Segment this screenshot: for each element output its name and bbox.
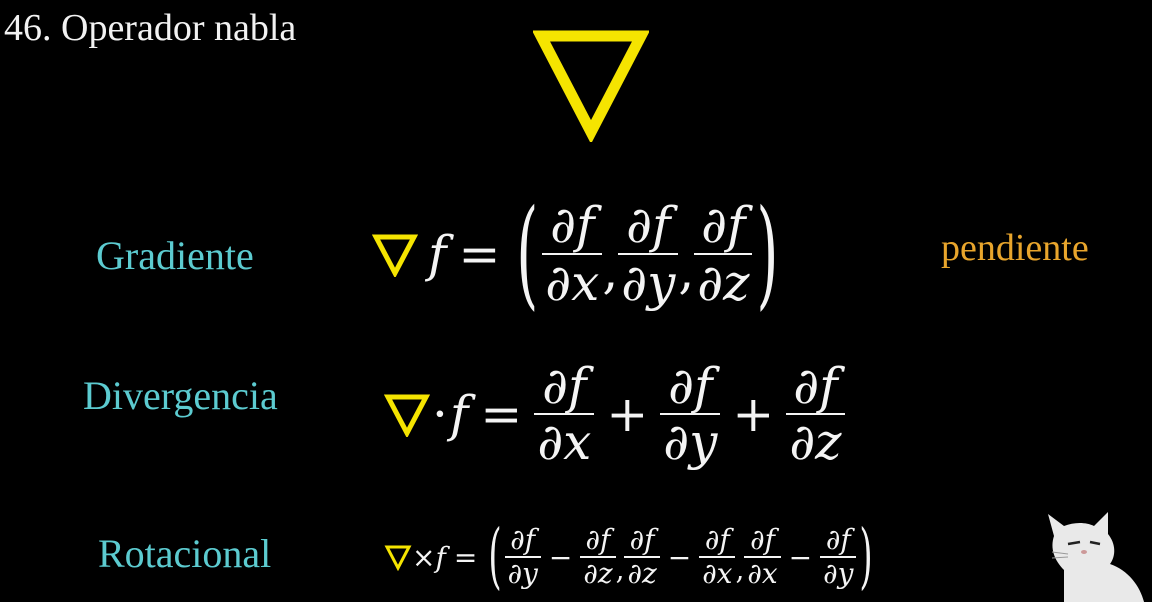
dot-operator: · [432, 385, 448, 443]
partial-fraction: ∂f ∂y [660, 357, 721, 471]
fraction-denominator: ∂x [537, 413, 592, 471]
divergence-equation: · f = ∂f ∂x + ∂f ∂y + ∂f ∂z [384, 355, 845, 473]
right-paren: ) [859, 515, 873, 599]
rotational-label: Rotacional [98, 531, 272, 576]
fraction-numerator: ∂f [750, 523, 775, 557]
cross-operator: × [412, 540, 436, 574]
function-f: f [428, 225, 447, 283]
nabla-icon [384, 394, 430, 437]
fraction-denominator: ∂y [663, 413, 718, 471]
fraction-numerator: ∂f [793, 357, 838, 415]
comma: , [602, 242, 619, 300]
nabla-icon [384, 545, 412, 571]
minus-sign: − [788, 540, 813, 574]
minus-sign: − [667, 540, 692, 574]
fraction-bar [624, 556, 660, 558]
fraction-bar [744, 556, 781, 558]
fraction-bar [820, 556, 857, 558]
function-f: f [449, 385, 469, 443]
fraction-denominator: ∂y [621, 254, 676, 312]
partial-fraction: ∂f ∂y [820, 523, 857, 590]
fraction-numerator: ∂f [629, 523, 655, 557]
cat-mascot-icon [1048, 512, 1144, 602]
plus-sign: + [606, 385, 649, 443]
fraction-bar [542, 253, 603, 255]
fraction-bar [580, 556, 616, 558]
equals-sign: = [458, 225, 501, 283]
fraction-denominator: ∂z [583, 556, 613, 590]
fraction-denominator: ∂x [702, 556, 733, 590]
comma: , [735, 553, 745, 586]
gradient-equation: f = ( ∂f ∂x , ∂f ∂y , ∂f ∂z ) [372, 186, 782, 322]
fraction-bar [618, 253, 679, 255]
fraction-denominator: ∂y [823, 556, 854, 590]
partial-fraction: ∂f ∂z [694, 196, 753, 312]
fraction-numerator: ∂f [701, 196, 746, 254]
partial-fraction: ∂f ∂x [744, 523, 781, 590]
fraction-denominator: ∂y [507, 556, 538, 590]
fraction-bar [699, 556, 736, 558]
fraction-numerator: ∂f [510, 523, 536, 557]
divergence-label: Divergencia [83, 373, 278, 418]
right-paren: ) [756, 185, 779, 323]
pendiente-note: pendiente [941, 227, 1089, 269]
fraction-numerator: ∂f [825, 523, 851, 557]
rotational-equation: × f = ( ∂f ∂y − ∂f ∂z , ∂f ∂z − ∂f ∂x , … [384, 515, 876, 599]
fraction-bar [504, 556, 541, 558]
fraction-numerator: ∂f [626, 196, 671, 254]
partial-fraction: ∂f ∂x [534, 357, 595, 471]
fraction-numerator: ∂f [668, 357, 713, 415]
fraction-numerator: ∂f [550, 196, 595, 254]
fraction-denominator: ∂z [627, 556, 657, 590]
partial-fraction: ∂f ∂z [786, 357, 845, 471]
fraction-bar [786, 413, 845, 415]
fraction-denominator: ∂z [789, 413, 842, 471]
fraction-denominator: ∂x [545, 254, 600, 312]
equals-sign: = [453, 540, 478, 574]
partial-fraction: ∂f ∂x [699, 523, 736, 590]
function-f: f [435, 540, 446, 574]
page-title: 46. Operador nabla [4, 7, 297, 49]
nabla-icon [533, 30, 649, 142]
partial-fraction: ∂f ∂y [504, 523, 541, 590]
fraction-denominator: ∂z [697, 254, 750, 312]
fraction-numerator: ∂f [585, 523, 611, 557]
nabla-icon [372, 234, 418, 277]
plus-sign: + [732, 385, 775, 443]
partial-fraction: ∂f ∂x [542, 196, 603, 312]
comma: , [615, 553, 625, 586]
minus-sign: − [548, 540, 573, 574]
partial-fraction: ∂f ∂z [624, 523, 660, 590]
fraction-bar [660, 413, 721, 415]
left-paren: ( [516, 185, 539, 323]
gradient-label: Gradiente [96, 233, 254, 278]
partial-fraction: ∂f ∂z [580, 523, 616, 590]
fraction-denominator: ∂x [747, 556, 778, 590]
partial-fraction: ∂f ∂y [618, 196, 679, 312]
equals-sign: = [480, 385, 523, 443]
left-paren: ( [488, 515, 502, 599]
fraction-bar [694, 253, 753, 255]
fraction-bar [534, 413, 595, 415]
comma: , [678, 242, 695, 300]
fraction-numerator: ∂f [704, 523, 730, 557]
fraction-numerator: ∂f [542, 357, 587, 415]
